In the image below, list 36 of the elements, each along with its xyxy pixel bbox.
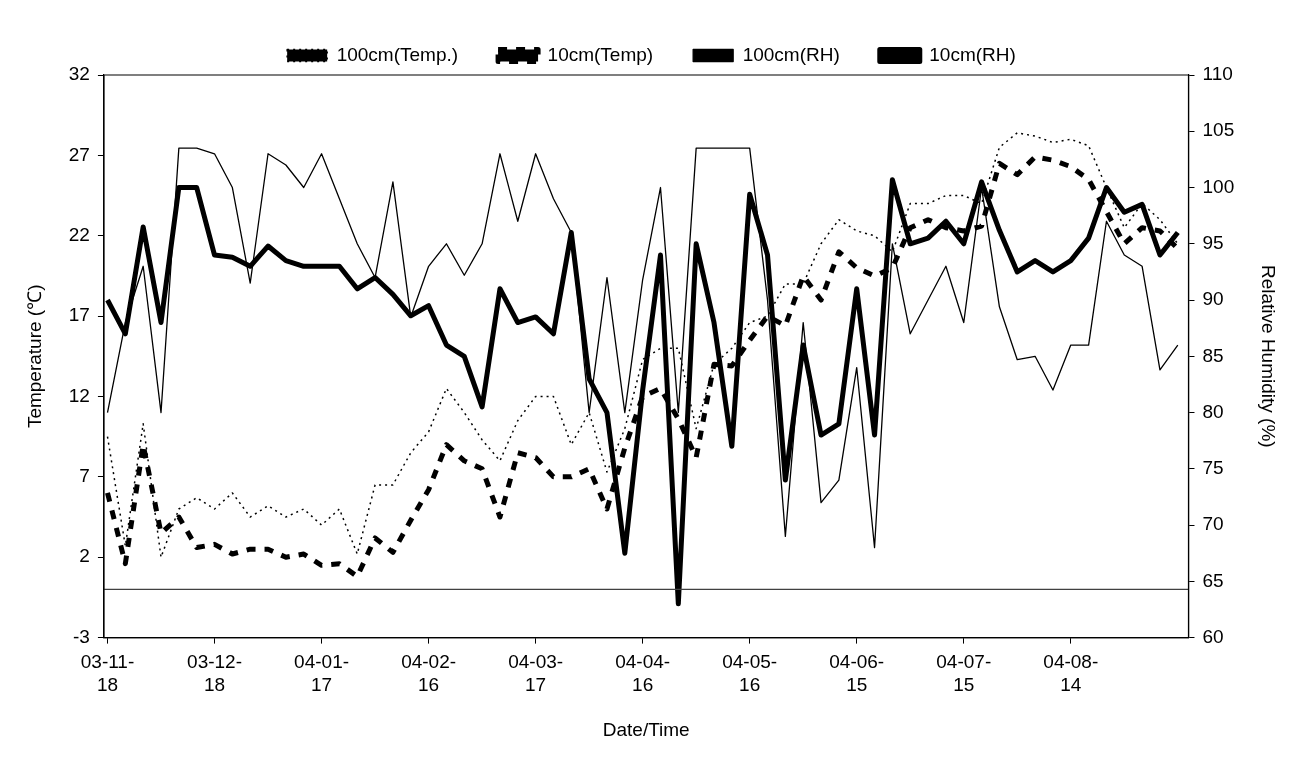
legend-label: 10cm(Temp) [547,43,654,65]
x-tick-label: 04-06-15 [829,651,885,696]
y-tick-label: -3 [73,625,90,647]
x-tick-label: 04-04-16 [615,651,671,696]
y-axis-title: Temperature (℃) [23,284,45,429]
x-tick-label: 04-07-15 [936,651,992,696]
y2-tick-label: 80 [1202,400,1224,422]
x-axis-title: Date/Time [602,718,690,740]
y2-tick-label: 100 [1202,175,1235,197]
x-tick-label: 04-03-17 [508,651,564,696]
y-tick-label: 17 [68,304,90,326]
y-tick-label: 32 [68,63,90,85]
y-tick-label: 27 [68,143,90,165]
y-tick-label: 7 [79,465,90,487]
y-tick-label: 2 [79,545,90,567]
y2-tick-label: 75 [1202,457,1224,479]
y2-tick-label: 110 [1202,63,1233,85]
y2-tick-label: 60 [1202,625,1224,647]
y2-axis-title: Relative Humidity (%) [1258,264,1280,448]
y2-tick-label: 65 [1202,569,1224,591]
y2-tick-label: 70 [1202,513,1224,535]
y2-tick-label: 95 [1202,232,1224,254]
x-tick-label: 04-08-14 [1043,651,1099,696]
legend-label: 100cm(RH) [742,43,840,65]
legend-label: 100cm(Temp.) [336,43,459,65]
x-tick-label: 04-01-17 [294,651,350,696]
x-tick-label: 03-11-18 [80,651,135,696]
y-tick-label: 22 [68,223,90,245]
x-tick-label: 04-02-16 [401,651,457,696]
y-tick-label: 12 [68,384,90,406]
legend-label: 10cm(RH) [929,43,1016,65]
x-tick-label: 03-12-18 [187,651,242,696]
y2-tick-label: 90 [1202,288,1224,310]
x-tick-label: 04-05-16 [722,651,778,696]
y2-tick-label: 85 [1202,344,1224,366]
y2-tick-label: 105 [1202,119,1235,141]
